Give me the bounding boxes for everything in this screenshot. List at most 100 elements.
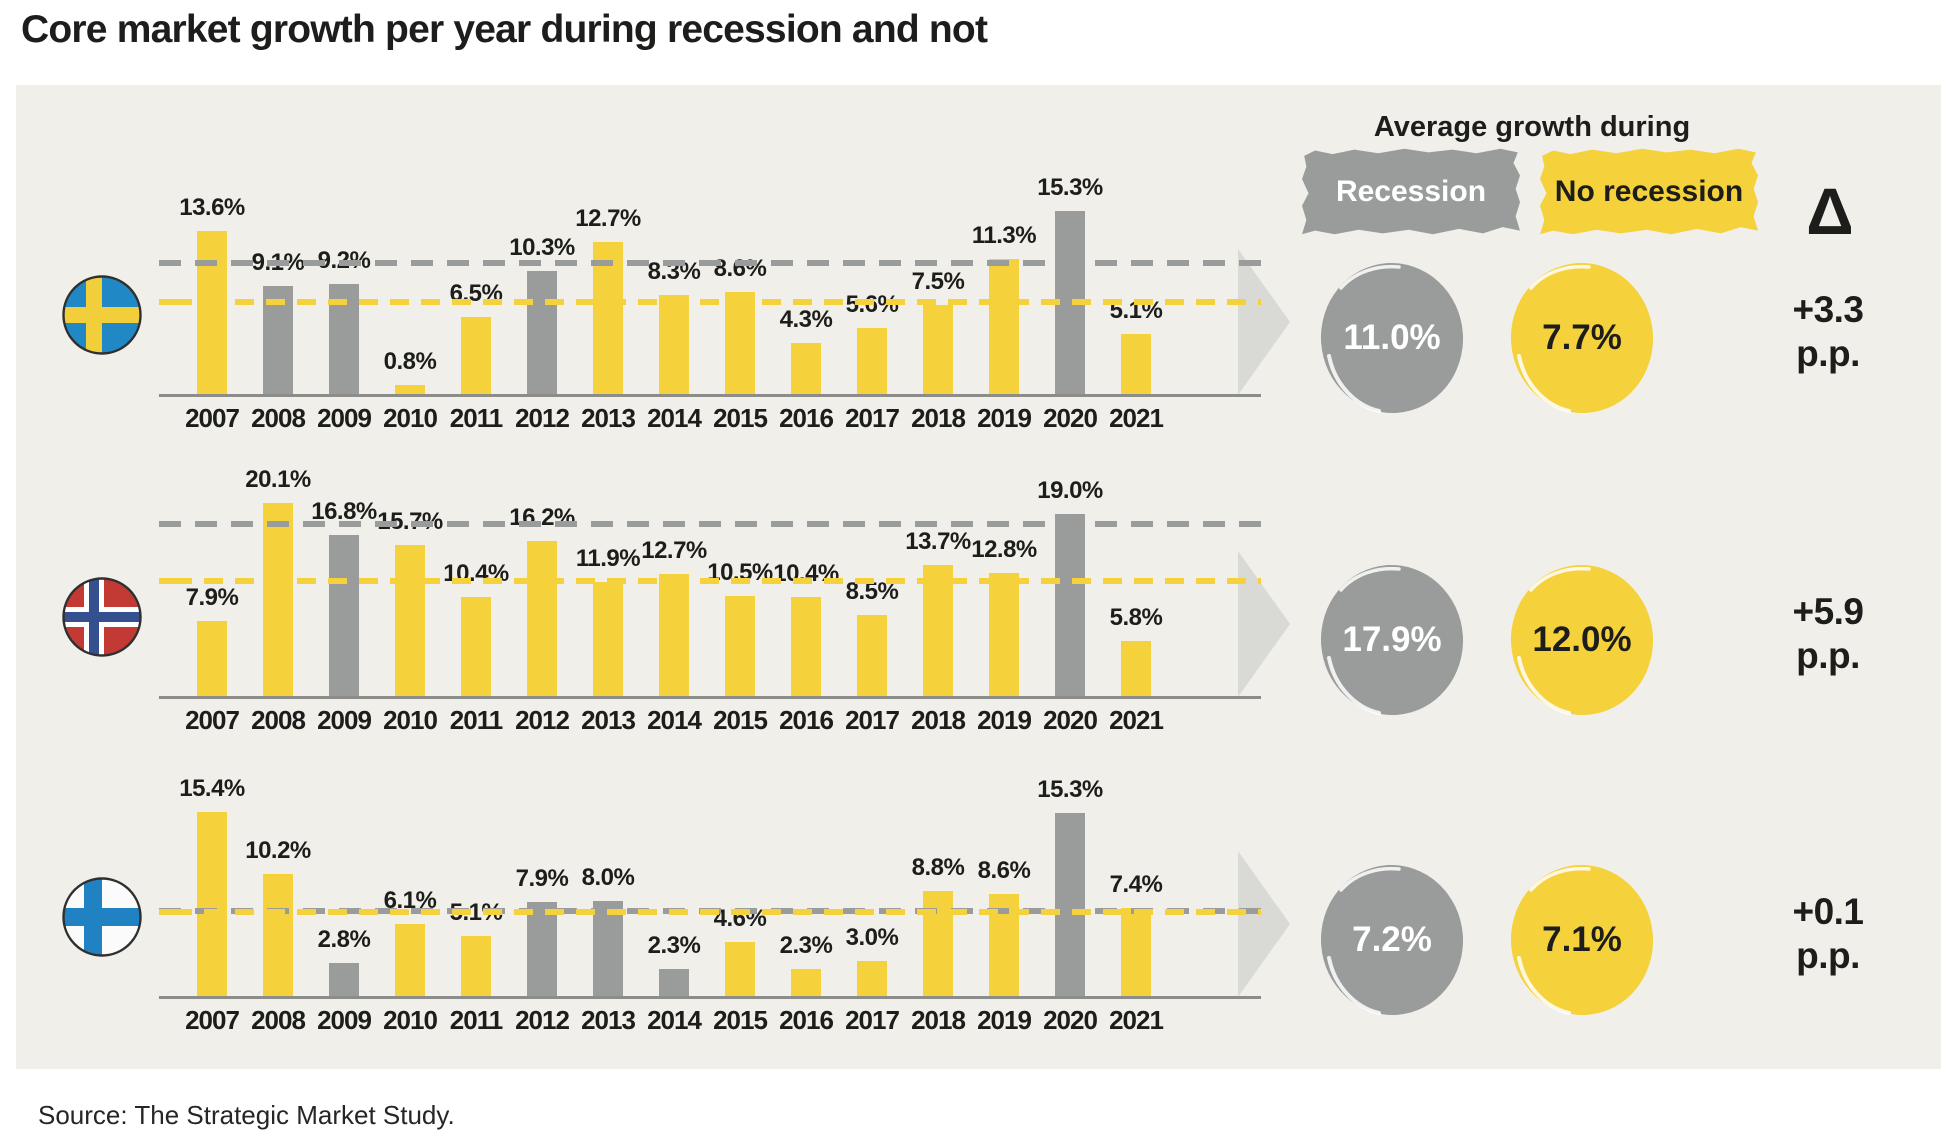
year-label: 2008 — [251, 1005, 306, 1035]
avg-recession-value: 7.2% — [1352, 920, 1432, 959]
year-label: 2008 — [251, 705, 306, 735]
bar-no-recession — [593, 242, 623, 395]
bar-no-recession — [527, 541, 557, 697]
avg-recession-circle-finland: 7.2% — [1317, 860, 1467, 1020]
year-label: 2015 — [713, 1005, 768, 1035]
country-row-finland: 15.4% 10.2% 2.8%6.1%5.1%7.9% 8.0% 2.3%4.6%2.… — [16, 775, 1941, 1047]
arrow-right-icon — [1238, 851, 1290, 997]
year-label: 2012 — [515, 403, 570, 433]
avg-recession-line — [159, 521, 1261, 527]
average-growth-heading: Average growth during — [1373, 111, 1691, 143]
avg-no-recession-value: 7.7% — [1542, 318, 1622, 357]
bar-value-label: 8.8% — [911, 854, 965, 881]
bar-no-recession — [725, 596, 755, 697]
bar-column-norway-2007: 7.9% — [179, 492, 245, 697]
avg-no-recession-line — [159, 299, 1261, 305]
bar-recession — [593, 901, 623, 997]
year-label: 2007 — [185, 1005, 240, 1035]
year-label: 2011 — [449, 705, 503, 735]
bar-value-label: 2.8% — [317, 926, 371, 953]
bar-no-recession — [791, 343, 821, 395]
bar-column-sweden-2014: 8.3% — [641, 190, 707, 395]
year-label: 2007 — [185, 403, 240, 433]
bar-column-finland-2019: 8.6% — [971, 792, 1037, 997]
bar-column-finland-2021: 7.4% — [1103, 792, 1169, 997]
bar-recession — [1055, 813, 1085, 997]
bar-value-label: 13.7% — [905, 528, 971, 555]
bar-no-recession — [461, 317, 491, 395]
bar-value-label: 8.6% — [977, 857, 1031, 884]
bar-value-label: 10.3% — [509, 234, 575, 261]
avg-no-recession-circle-norway: 12.0% — [1507, 560, 1657, 720]
bar-value-label: 15.3% — [1037, 174, 1103, 201]
bar-no-recession — [263, 503, 293, 697]
year-label: 2014 — [647, 705, 702, 735]
avg-no-recession-line — [159, 578, 1261, 584]
year-label: 2010 — [383, 1005, 438, 1035]
bar-column-finland-2020: 15.3% — [1037, 776, 1103, 997]
year-label: 2014 — [647, 403, 702, 433]
delta-symbol: Δ — [1806, 174, 1854, 248]
bar-value-label: 2.3% — [779, 932, 833, 959]
delta-unit: p.p. — [1796, 332, 1860, 374]
year-label: 2009 — [317, 705, 372, 735]
bar-value-label: 3.0% — [845, 924, 899, 951]
bar-no-recession — [725, 942, 755, 997]
year-label: 2013 — [581, 705, 636, 735]
year-label: 2020 — [1043, 705, 1098, 735]
delta-unit: p.p. — [1796, 634, 1860, 676]
bar-no-recession — [395, 385, 425, 395]
arrow-right-icon — [1238, 249, 1290, 395]
bar-no-recession — [197, 231, 227, 395]
delta-number: +3.3 — [1792, 289, 1864, 330]
bar-no-recession — [659, 295, 689, 395]
bar-no-recession — [989, 259, 1019, 395]
finland-flag-icon — [62, 877, 142, 957]
bar-column-sweden-2011: 6.5% — [443, 190, 509, 395]
year-label: 2020 — [1043, 403, 1098, 433]
bar-column-sweden-2021: 5.1% — [1103, 190, 1169, 395]
bar-no-recession — [461, 597, 491, 697]
bar-column-finland-2016: 2.3% — [773, 792, 839, 997]
bar-column-sweden-2013: 12.7% — [575, 190, 641, 395]
bar-value-label: 8.6% — [713, 255, 767, 282]
avg-no-recession-line — [159, 909, 1261, 915]
delta-value-norway: +5.9 p.p. — [1728, 590, 1928, 677]
bar-column-finland-2017: 3.0% — [839, 792, 905, 997]
bar-value-label: 16.2% — [509, 504, 575, 531]
year-label: 2011 — [449, 403, 503, 433]
year-label: 2017 — [845, 403, 900, 433]
legend-label-recession: Recession — [1335, 174, 1487, 208]
bar-no-recession — [461, 936, 491, 997]
x-axis-line — [159, 394, 1261, 397]
avg-recession-circle-sweden: 11.0% — [1317, 258, 1467, 418]
bar-value-label: 13.6% — [179, 194, 245, 221]
year-label: 2012 — [515, 705, 570, 735]
delta-number: +5.9 — [1792, 591, 1864, 632]
bar-column-norway-2021: 5.8% — [1103, 492, 1169, 697]
bar-chart-finland: 15.4% 10.2% 2.8%6.1%5.1%7.9% 8.0% 2.3%4.6%2.… — [159, 775, 1261, 1042]
bar-no-recession — [263, 874, 293, 997]
bar-column-finland-2013: 8.0% — [575, 792, 641, 997]
bar-no-recession — [1121, 908, 1151, 997]
bar-value-label: 19.0% — [1037, 477, 1103, 504]
bar-no-recession — [791, 969, 821, 997]
bar-no-recession — [659, 574, 689, 697]
year-label: 2021 — [1109, 1005, 1164, 1035]
bar-column-norway-2019: 12.8% — [971, 492, 1037, 697]
bar-no-recession — [857, 328, 887, 395]
bar-column-sweden-2010: 0.8% — [377, 190, 443, 395]
bar-no-recession — [923, 891, 953, 997]
year-label: 2018 — [911, 403, 966, 433]
avg-no-recession-value: 12.0% — [1532, 620, 1632, 659]
bar-value-label: 5.8% — [1109, 604, 1163, 631]
bar-value-label: 4.3% — [779, 306, 833, 333]
year-label: 2018 — [911, 705, 966, 735]
bar-value-label: 7.4% — [1109, 871, 1163, 898]
bar-no-recession — [197, 621, 227, 697]
x-axis-line — [159, 696, 1261, 699]
bar-value-label: 20.1% — [245, 466, 311, 493]
chart-panel: Average growth during Recession No reces… — [16, 85, 1941, 1069]
bar-column-finland-2018: 8.8% — [905, 792, 971, 997]
